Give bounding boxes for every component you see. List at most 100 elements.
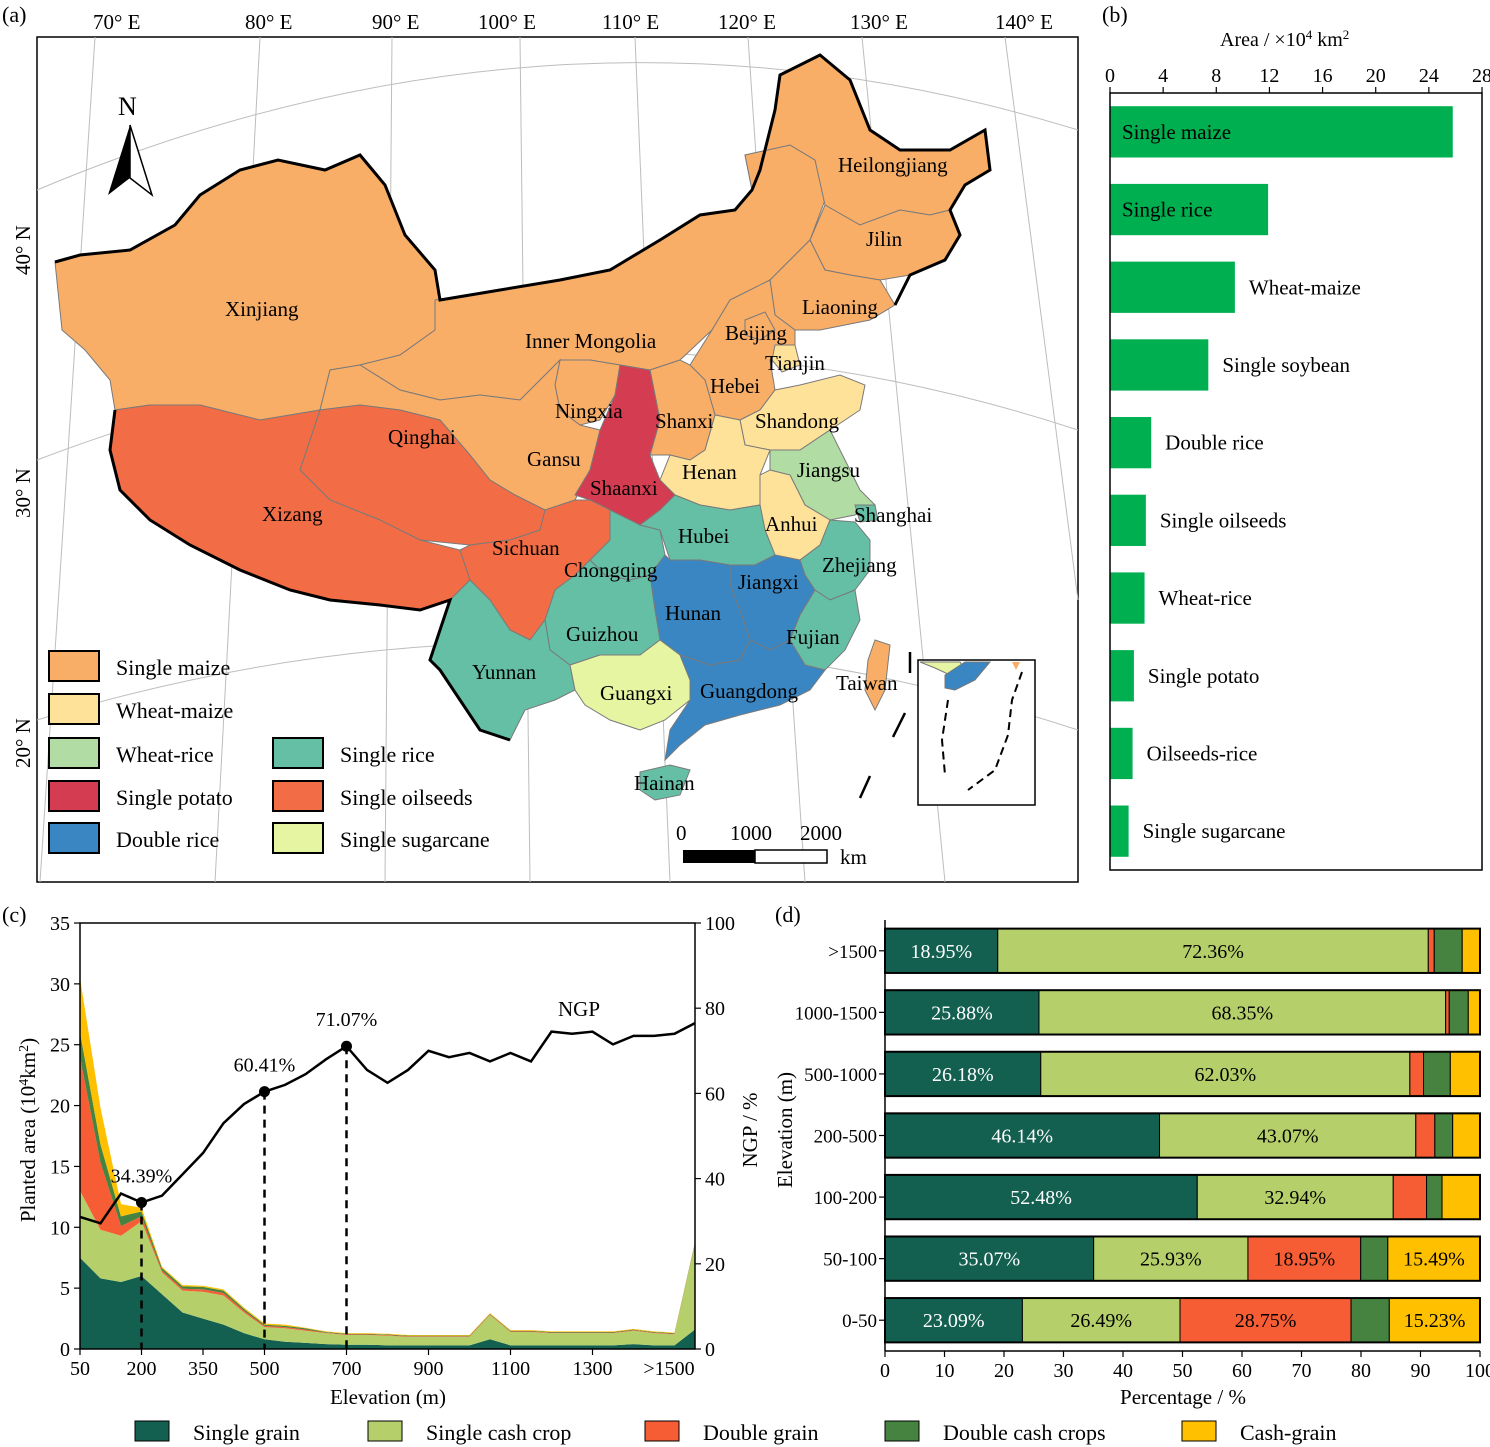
legend-item: Single rice: [272, 737, 435, 769]
x-tick-label-c: 500: [250, 1358, 280, 1380]
x-tick-label-d: 0: [880, 1360, 890, 1382]
panel-c-label: (c): [2, 902, 26, 927]
bar-segment-d: [1093, 1235, 1249, 1282]
ngp-marker-label: 60.41%: [234, 1055, 296, 1077]
y2-tick-label-c: 0: [705, 1339, 715, 1361]
y2-axis-title-c: NGP / %: [738, 1092, 760, 1167]
province-label: Gansu: [527, 447, 581, 471]
y-tick-label-c: 30: [50, 974, 70, 996]
bar-segment-d: [884, 928, 999, 974]
bottom-legend: Single grain Single cash crop Double grain…: [134, 1420, 1337, 1445]
x-tick-label-c: 200: [127, 1358, 157, 1380]
bar-segment-d: [1388, 1297, 1481, 1343]
ngp-line: [79, 1022, 696, 1225]
province-label: Qinghai: [388, 425, 456, 449]
map-provinces: [54, 54, 991, 801]
bar-segment-d: [1461, 928, 1481, 974]
province-tianjin: [771, 344, 801, 373]
y-tick-label-c: 25: [50, 1035, 70, 1057]
area-series-c: [80, 1190, 695, 1346]
bar-segment-d: [1467, 989, 1481, 1036]
bar-label-b: Single soybean: [1222, 353, 1350, 377]
axis-title-b-sup: 4: [1306, 27, 1313, 42]
bar-label-b: Single rice: [1122, 198, 1212, 222]
bar-segment-d: [1426, 1174, 1443, 1220]
legend-item: Wheat-rice: [48, 737, 214, 769]
province-label: Shaanxi: [590, 476, 658, 500]
y-tick-label-d: 50-100: [823, 1250, 877, 1271]
bar-label-b: Wheat-maize: [1249, 275, 1361, 299]
x-tick-label-d: 60: [1232, 1360, 1252, 1382]
bar-segment-d: [1449, 1051, 1481, 1097]
y-axis-title-c-sup: 4: [17, 1079, 32, 1086]
province-label: Ningxia: [555, 399, 623, 423]
bar-b: [1110, 106, 1453, 158]
y-axis-title-c-part: ): [16, 1038, 40, 1045]
province-shanghai: [854, 504, 879, 523]
bar-data-label-d: 68.35%: [1211, 1002, 1273, 1024]
legend-label: Single rice: [340, 742, 435, 767]
y-tick-label-d: 500-1000: [804, 1065, 877, 1086]
axis-title-b-part: Area / ×10: [1220, 29, 1306, 51]
bar-label-b: Single sugarcane: [1143, 819, 1286, 843]
ngp-marker-label: 34.39%: [111, 1165, 173, 1187]
legend-label: Single oilseeds: [340, 785, 473, 810]
bar-b: [1110, 261, 1235, 313]
x-tick-label-b: 28: [1472, 65, 1490, 87]
legend-label: Wheat-maize: [116, 698, 233, 723]
legend-swatch: [644, 1420, 680, 1442]
x-tick-label-c: 1300: [573, 1358, 613, 1380]
province-label: Zhejiang: [822, 553, 897, 577]
legend-label: Double grain: [703, 1420, 818, 1445]
y2-tick-label-c: 60: [705, 1083, 725, 1105]
legend-label: Wheat-rice: [116, 742, 214, 767]
province-label: Inner Mongolia: [525, 329, 657, 353]
lat-label: 20° N: [11, 718, 35, 768]
bar-segment-d: [997, 928, 1429, 974]
bar-data-label-d: 52.48%: [1010, 1187, 1072, 1209]
y-tick-label-c: 20: [50, 1096, 70, 1118]
x-tick-label-b: 8: [1211, 65, 1221, 87]
panel-b-chart: (b) Area / ×104 km2 0 4 8 12 16 20 24 28 Single…: [1102, 2, 1490, 871]
map-border: [54, 53, 992, 306]
ngp-marker: [341, 1040, 352, 1052]
lon-label: 110° E: [602, 10, 659, 34]
y2-tick-label-c: 20: [705, 1254, 725, 1276]
bar-data-label-d: 28.75%: [1235, 1310, 1297, 1332]
y-axis-title-c-part: km: [16, 1052, 40, 1079]
x-tick-label-d: 50: [1173, 1360, 1193, 1382]
scale-label: 0: [676, 821, 687, 845]
bar-segment-d: [1452, 1112, 1481, 1159]
bar-b: [1110, 494, 1146, 546]
province-label: Hunan: [665, 601, 721, 625]
bar-label-b: Single maize: [1122, 120, 1231, 144]
map-legend: Single maize Wheat-maize Wheat-rice Sing…: [48, 650, 490, 854]
bar-segment-d: [1196, 1174, 1394, 1220]
lat-label: 30° N: [11, 468, 35, 518]
bar-data-label-d: 18.95%: [911, 941, 973, 963]
panel-d-label: (d): [775, 902, 801, 927]
y2-tick-label-c: 40: [705, 1169, 725, 1191]
x-tick-label-c: 50: [70, 1358, 90, 1380]
bar-segment-d: [1448, 989, 1469, 1036]
bar-data-label-d: 62.03%: [1194, 1064, 1256, 1086]
legend-label: Single potato: [116, 785, 233, 810]
y-axis-title-d: Elevation (m): [773, 1072, 797, 1188]
y-tick-label-c: 5: [60, 1278, 70, 1300]
panel-b-label: (b): [1102, 2, 1128, 27]
legend-item: Single oilseeds: [272, 780, 473, 812]
panel-d-chart: (d) 18.95% 72.36% >1500 25.88% 68.35% 1000-15…: [773, 902, 1490, 1409]
province-label: Jilin: [866, 227, 903, 251]
y-tick-label-d: 0-50: [842, 1311, 877, 1332]
bar-segment-d: [884, 1174, 1198, 1220]
legend-label: Double cash crops: [943, 1420, 1106, 1445]
legend-swatch: [884, 1420, 920, 1442]
legend-label: Single sugarcane: [340, 827, 490, 852]
lon-label: 100° E: [478, 10, 536, 34]
bar-data-label-d: 46.14%: [991, 1126, 1053, 1148]
y-tick-label-c: 15: [50, 1156, 70, 1178]
lat-label: 40° N: [11, 225, 35, 275]
province-label: Henan: [682, 460, 737, 484]
y-tick-label-d: 1000-1500: [795, 1003, 877, 1024]
legend-item: Wheat-maize: [48, 693, 233, 725]
